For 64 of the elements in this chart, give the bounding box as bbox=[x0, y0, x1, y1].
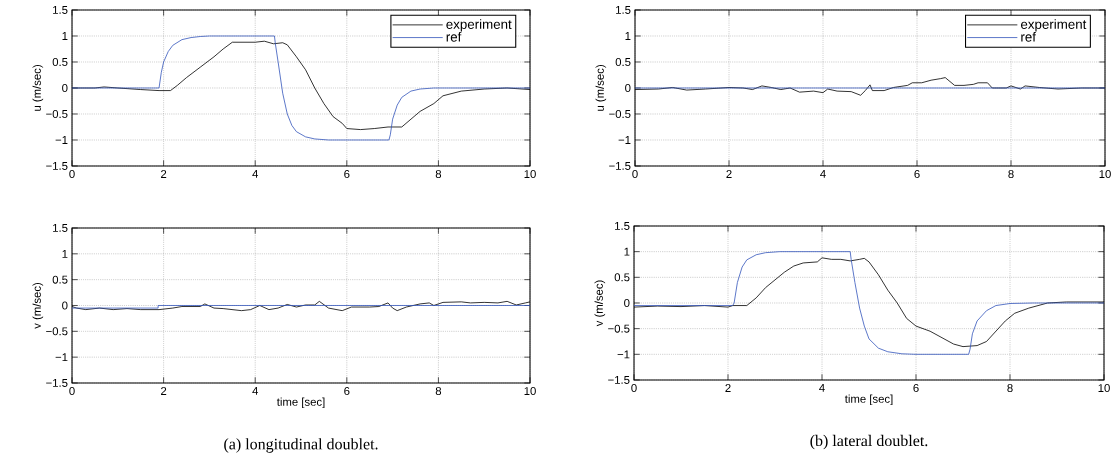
x-tick-label: 4 bbox=[820, 170, 826, 178]
y-tick-label: −0.5 bbox=[46, 109, 68, 118]
y-tick-label: 1 bbox=[625, 32, 631, 40]
x-axis-title: time [sec] bbox=[844, 394, 893, 406]
x-tick-label: 10 bbox=[1099, 170, 1111, 179]
x-tick-label: 8 bbox=[435, 387, 442, 396]
text: (a) longitudinal doublet. bbox=[224, 438, 378, 453]
x-tick-label: 2 bbox=[161, 170, 167, 178]
y-tick-label: 1 bbox=[62, 249, 68, 258]
x-tick-label: 10 bbox=[1098, 384, 1110, 393]
y-tick-label: −0.5 bbox=[609, 109, 631, 118]
x-tick-label: 4 bbox=[819, 384, 825, 392]
y-axis-title: v (m/sec) bbox=[594, 280, 606, 327]
y-tick-label: 1.5 bbox=[53, 6, 68, 14]
x-tick-label: 0 bbox=[69, 387, 75, 396]
y-tick-label: 0.5 bbox=[52, 57, 68, 66]
y-tick-label: 1 bbox=[624, 247, 630, 256]
x-tick-label: 4 bbox=[252, 387, 259, 395]
x-tick-label: 8 bbox=[435, 170, 442, 179]
y-tick-label: 0.5 bbox=[615, 57, 631, 66]
y-axis-title: u (m/sec) bbox=[32, 65, 44, 111]
x-tick-label: 6 bbox=[914, 170, 920, 179]
x-tick-label: 2 bbox=[725, 384, 731, 392]
y-tick-label: 1 bbox=[62, 32, 68, 40]
legend-label: ref bbox=[1021, 31, 1036, 42]
legend-label: ref bbox=[446, 31, 462, 42]
y-tick-label: −1 bbox=[617, 350, 630, 359]
y-tick-label: −1.5 bbox=[609, 162, 631, 170]
y-tick-label: −1 bbox=[55, 353, 68, 362]
x-tick-label: 6 bbox=[913, 384, 919, 393]
x-tick-label: 4 bbox=[252, 170, 259, 178]
x-tick-label: 2 bbox=[161, 387, 167, 395]
y-tick-label: −1 bbox=[618, 136, 631, 144]
y-tick-label: −1 bbox=[55, 136, 68, 144]
y-tick-label: 0.5 bbox=[614, 273, 630, 282]
x-tick-label: 0 bbox=[69, 170, 75, 179]
x-tick-label: 0 bbox=[631, 384, 637, 393]
y-tick-label: 1.5 bbox=[616, 6, 631, 14]
x-tick-label: 8 bbox=[1007, 384, 1013, 393]
y-tick-label: −1.5 bbox=[46, 162, 68, 170]
y-tick-label: 0 bbox=[62, 83, 68, 92]
y-tick-label: −0.5 bbox=[46, 327, 68, 336]
y-tick-label: 0 bbox=[625, 83, 631, 92]
legend-label: experiment bbox=[1020, 19, 1087, 32]
x-tick-label: 6 bbox=[344, 170, 350, 179]
x-tick-label: 6 bbox=[344, 387, 350, 396]
y-tick-label: 0 bbox=[62, 301, 68, 310]
y-tick-label: 0 bbox=[624, 298, 630, 307]
y-tick-label: −1.5 bbox=[608, 376, 630, 384]
y-tick-label: −0.5 bbox=[608, 324, 630, 333]
x-tick-label: 8 bbox=[1008, 170, 1014, 179]
y-axis-title: v (m/sec) bbox=[32, 282, 44, 329]
y-tick-label: 0.5 bbox=[52, 275, 68, 284]
y-tick-label: 1.5 bbox=[53, 224, 68, 232]
x-tick-label: 10 bbox=[524, 170, 536, 179]
y-axis-title: u (m/sec) bbox=[595, 65, 607, 111]
x-tick-label: 10 bbox=[524, 387, 536, 396]
y-tick-label: 1.5 bbox=[615, 222, 630, 230]
x-axis-title: time [sec] bbox=[276, 397, 325, 409]
x-tick-label: 2 bbox=[726, 170, 732, 178]
text: (b) lateral doublet. bbox=[810, 434, 928, 450]
legend-label: experiment bbox=[446, 19, 512, 32]
x-tick-label: 0 bbox=[632, 170, 638, 179]
y-tick-label: −1.5 bbox=[46, 379, 68, 387]
